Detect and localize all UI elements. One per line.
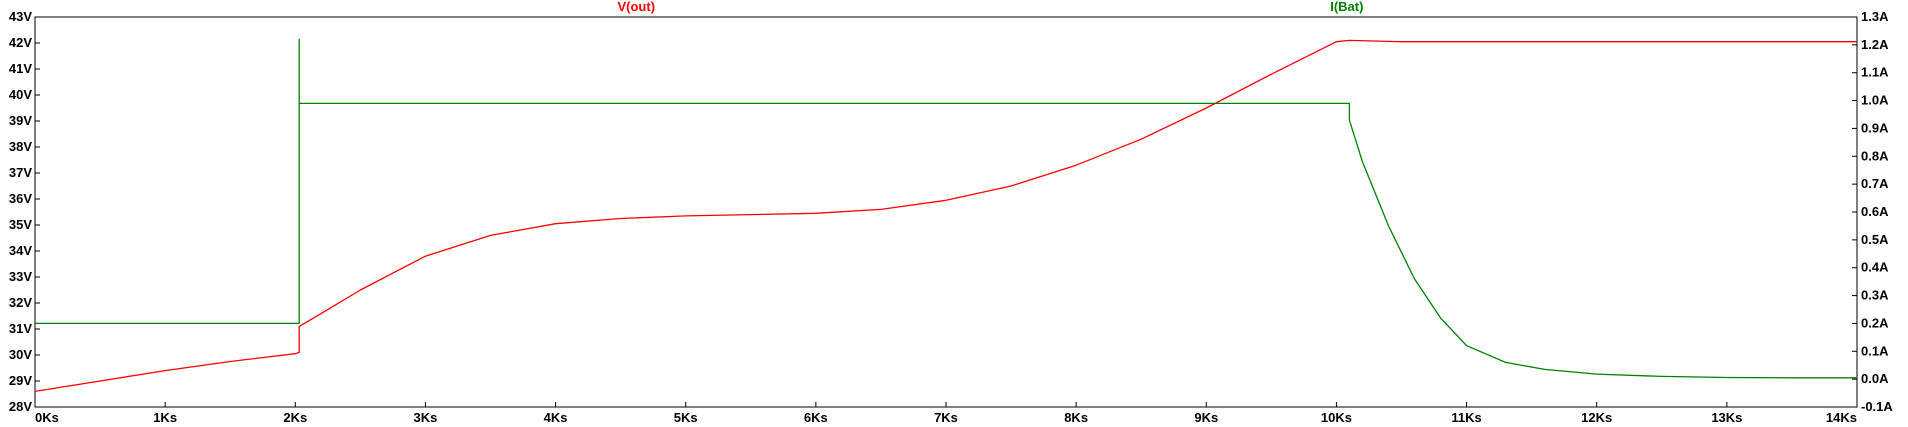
right-tick-label: 1.0A xyxy=(1861,93,1889,108)
series-line xyxy=(34,39,1857,393)
series-title: I(Bat) xyxy=(1330,0,1363,14)
x-tick-label: 14Ks xyxy=(1826,410,1857,425)
x-axis: 0Ks 1Ks 2Ks 3Ks 4Ks 5Ks 6Ks 7Ks 8Ks 9Ks 10Ks 11Ks 12… xyxy=(34,402,1858,425)
x-tick-label: 7Ks xyxy=(934,410,958,425)
left-axis: 28V 29V 30V 31V 32V 33V 34V 35V 36V 37V 38V 39V 40V 4… xyxy=(9,9,40,414)
x-tick-label: 10Ks xyxy=(1321,410,1352,425)
x-tick-label: 0Ks xyxy=(35,410,59,425)
x-tick-label: 11Ks xyxy=(1451,410,1481,425)
left-tick-label: 41V xyxy=(9,61,32,76)
left-tick-label: 28V xyxy=(9,399,32,414)
right-tick-label: -0.1A xyxy=(1861,399,1893,414)
x-tick-label: 1Ks xyxy=(153,410,177,425)
series-titles: V(out) I(Bat) xyxy=(617,0,1363,14)
x-tick-label: 2Ks xyxy=(283,410,307,425)
left-tick-label: 43V xyxy=(9,9,32,24)
right-tick-label: 0.2A xyxy=(1861,315,1889,330)
right-tick-label: 1.1A xyxy=(1861,65,1889,80)
series-line xyxy=(35,38,1857,379)
left-tick-label: 32V xyxy=(9,295,32,310)
left-tick-label: 33V xyxy=(9,269,32,284)
x-tick-label: 8Ks xyxy=(1064,410,1088,425)
x-tick-label: 6Ks xyxy=(804,410,828,425)
right-tick-label: 1.2A xyxy=(1861,37,1889,52)
right-tick-label: 0.4A xyxy=(1861,260,1889,275)
right-axis: -0.1A 0.0A 0.1A 0.2A 0.3A 0.4A 0.5A 0.6A 0.7A 0.8… xyxy=(1852,9,1893,414)
right-tick-label: 0.9A xyxy=(1861,120,1889,135)
left-tick-label: 29V xyxy=(9,373,32,388)
x-tick-label: 13Ks xyxy=(1711,410,1742,425)
right-tick-label: 0.8A xyxy=(1861,148,1889,163)
x-tick-label: 3Ks xyxy=(413,410,437,425)
series-title: V(out) xyxy=(617,0,655,14)
plot-frame xyxy=(34,16,1858,408)
right-tick-label: 0.7A xyxy=(1861,176,1889,191)
left-tick-label: 35V xyxy=(9,217,32,232)
x-tick-label: 9Ks xyxy=(1194,410,1218,425)
left-tick-label: 39V xyxy=(9,113,32,128)
left-tick-label: 31V xyxy=(9,321,32,336)
left-tick-label: 40V xyxy=(9,87,32,102)
right-tick-label: 0.3A xyxy=(1861,288,1889,303)
left-tick-label: 34V xyxy=(9,243,32,258)
x-tick-label: 4Ks xyxy=(544,410,568,425)
right-tick-label: 1.3A xyxy=(1861,9,1889,24)
left-tick-label: 37V xyxy=(9,165,32,180)
series-lines xyxy=(34,38,1857,393)
left-tick-label: 30V xyxy=(9,347,32,362)
right-tick-label: 0.6A xyxy=(1861,204,1889,219)
left-tick-label: 38V xyxy=(9,139,32,154)
left-tick-label: 36V xyxy=(9,191,32,206)
right-tick-label: 0.0A xyxy=(1861,371,1889,386)
right-tick-label: 0.5A xyxy=(1861,232,1889,247)
x-tick-label: 12Ks xyxy=(1581,410,1612,425)
left-tick-label: 42V xyxy=(9,35,32,50)
x-tick-label: 5Ks xyxy=(674,410,698,425)
right-tick-label: 0.1A xyxy=(1861,343,1889,358)
